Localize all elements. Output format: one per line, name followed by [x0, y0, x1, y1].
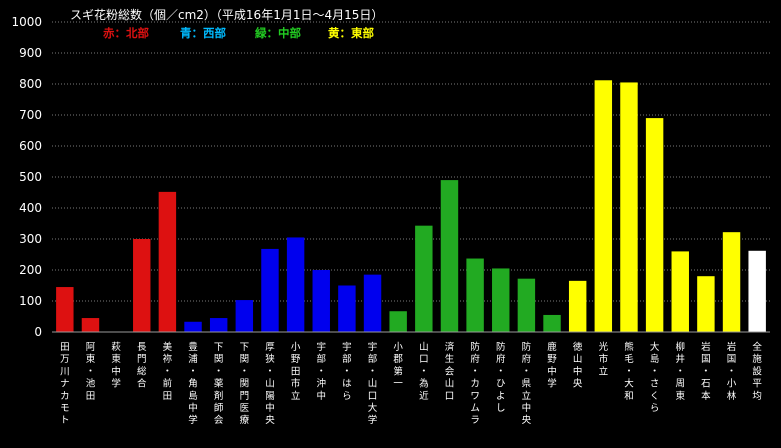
- x-tick-label: 下関・薬剤師会: [214, 342, 224, 426]
- x-tick-label: 下関・関門医療: [240, 342, 250, 426]
- chart-title: スギ花粉総数（個／cm2）（平成16年1月1日～4月15日）: [70, 7, 383, 22]
- legend: 赤：北部 青：西部 緑：中部 黄：東部: [103, 26, 374, 40]
- legend-entry: 黄：東部: [328, 26, 374, 40]
- bar: [184, 321, 202, 332]
- x-tick-label: 防府・県立中央: [522, 341, 532, 426]
- legend-entry: 青：西部: [180, 26, 226, 40]
- x-tick-label: 宇部・沖中: [316, 341, 326, 402]
- bar: [286, 237, 305, 332]
- y-tick-label: 900: [19, 46, 42, 60]
- x-tick-label: 美祢・前田: [163, 341, 173, 402]
- bar: [645, 118, 664, 332]
- bar: [235, 300, 254, 332]
- x-tick-label: 柳井・周東: [675, 341, 685, 402]
- x-tick-label: 熊毛・大和: [624, 341, 634, 402]
- bar: [81, 318, 100, 332]
- bar: [261, 248, 279, 332]
- x-tick-label: 厚狭・山陽中央: [265, 342, 275, 426]
- bar: [312, 270, 330, 332]
- y-axis-ticks: 0 100 200 300 400 500 600 700 800 900 1000: [11, 15, 42, 339]
- x-tick-label: 防府・ひよし: [496, 341, 506, 414]
- x-tick-label: 阿東・池田: [86, 342, 96, 402]
- x-tick-label: 長門総合: [137, 342, 147, 390]
- bar: [697, 276, 715, 332]
- bar: [363, 274, 382, 332]
- bar: [517, 278, 536, 332]
- bar: [133, 239, 151, 332]
- x-tick-label: 宇部・はら: [342, 341, 352, 402]
- bar: [594, 80, 613, 332]
- y-tick-label: 400: [19, 201, 42, 215]
- x-tick-label: 岩国・小林: [727, 341, 737, 402]
- x-tick-label: 小郡第一: [393, 342, 403, 390]
- legend-entry: 赤：北部: [103, 26, 149, 40]
- x-axis-labels: 田万川ナカモト 阿東・池田 萩東中学 長門総合 美祢・前田 豊浦・角島中学 下関・薬剤師会 下…: [60, 341, 762, 426]
- bar: [748, 250, 766, 332]
- bar: [158, 191, 177, 332]
- x-tick-label: 防府・カワムラ: [470, 341, 480, 426]
- y-tick-label: 0: [34, 325, 42, 339]
- bar: [466, 258, 484, 332]
- bar: [56, 287, 74, 332]
- x-tick-label: 岩国・石本: [701, 341, 711, 402]
- bar: [492, 268, 510, 332]
- x-tick-label: 鹿野中学: [547, 341, 557, 390]
- x-tick-label: 全施設平均: [752, 341, 762, 402]
- bars: [56, 80, 766, 332]
- bar: [338, 285, 356, 332]
- y-tick-label: 500: [19, 170, 42, 184]
- x-tick-label: 小野田市立: [291, 342, 301, 402]
- bar: [389, 311, 407, 332]
- y-tick-label: 600: [19, 139, 42, 153]
- x-tick-label: 宇部・山口大学: [368, 341, 378, 426]
- bar: [671, 251, 689, 332]
- x-tick-label: 済生会山口: [445, 341, 455, 402]
- legend-entry: 緑：中部: [255, 26, 301, 40]
- y-tick-label: 200: [19, 263, 42, 277]
- y-tick-label: 700: [19, 108, 42, 122]
- bar: [722, 232, 741, 332]
- bar: [415, 225, 433, 332]
- y-tick-label: 1000: [11, 15, 42, 29]
- y-tick-label: 300: [19, 232, 42, 246]
- bar: [620, 82, 638, 332]
- x-tick-label: 大島・さくら: [650, 341, 660, 414]
- bar: [209, 318, 228, 332]
- x-tick-label: 徳山中央: [573, 341, 583, 390]
- x-tick-label: 豊浦・角島中学: [188, 341, 198, 426]
- y-tick-label: 100: [19, 294, 42, 308]
- x-tick-label: 山口・為近: [419, 342, 429, 402]
- y-tick-label: 800: [19, 77, 42, 91]
- bar: [543, 314, 561, 332]
- x-tick-label: 光市立: [599, 341, 609, 377]
- x-tick-label: 田万川ナカモト: [60, 342, 70, 426]
- x-tick-label: 萩東中学: [111, 342, 121, 390]
- bar: [440, 180, 459, 332]
- bar: [568, 280, 587, 332]
